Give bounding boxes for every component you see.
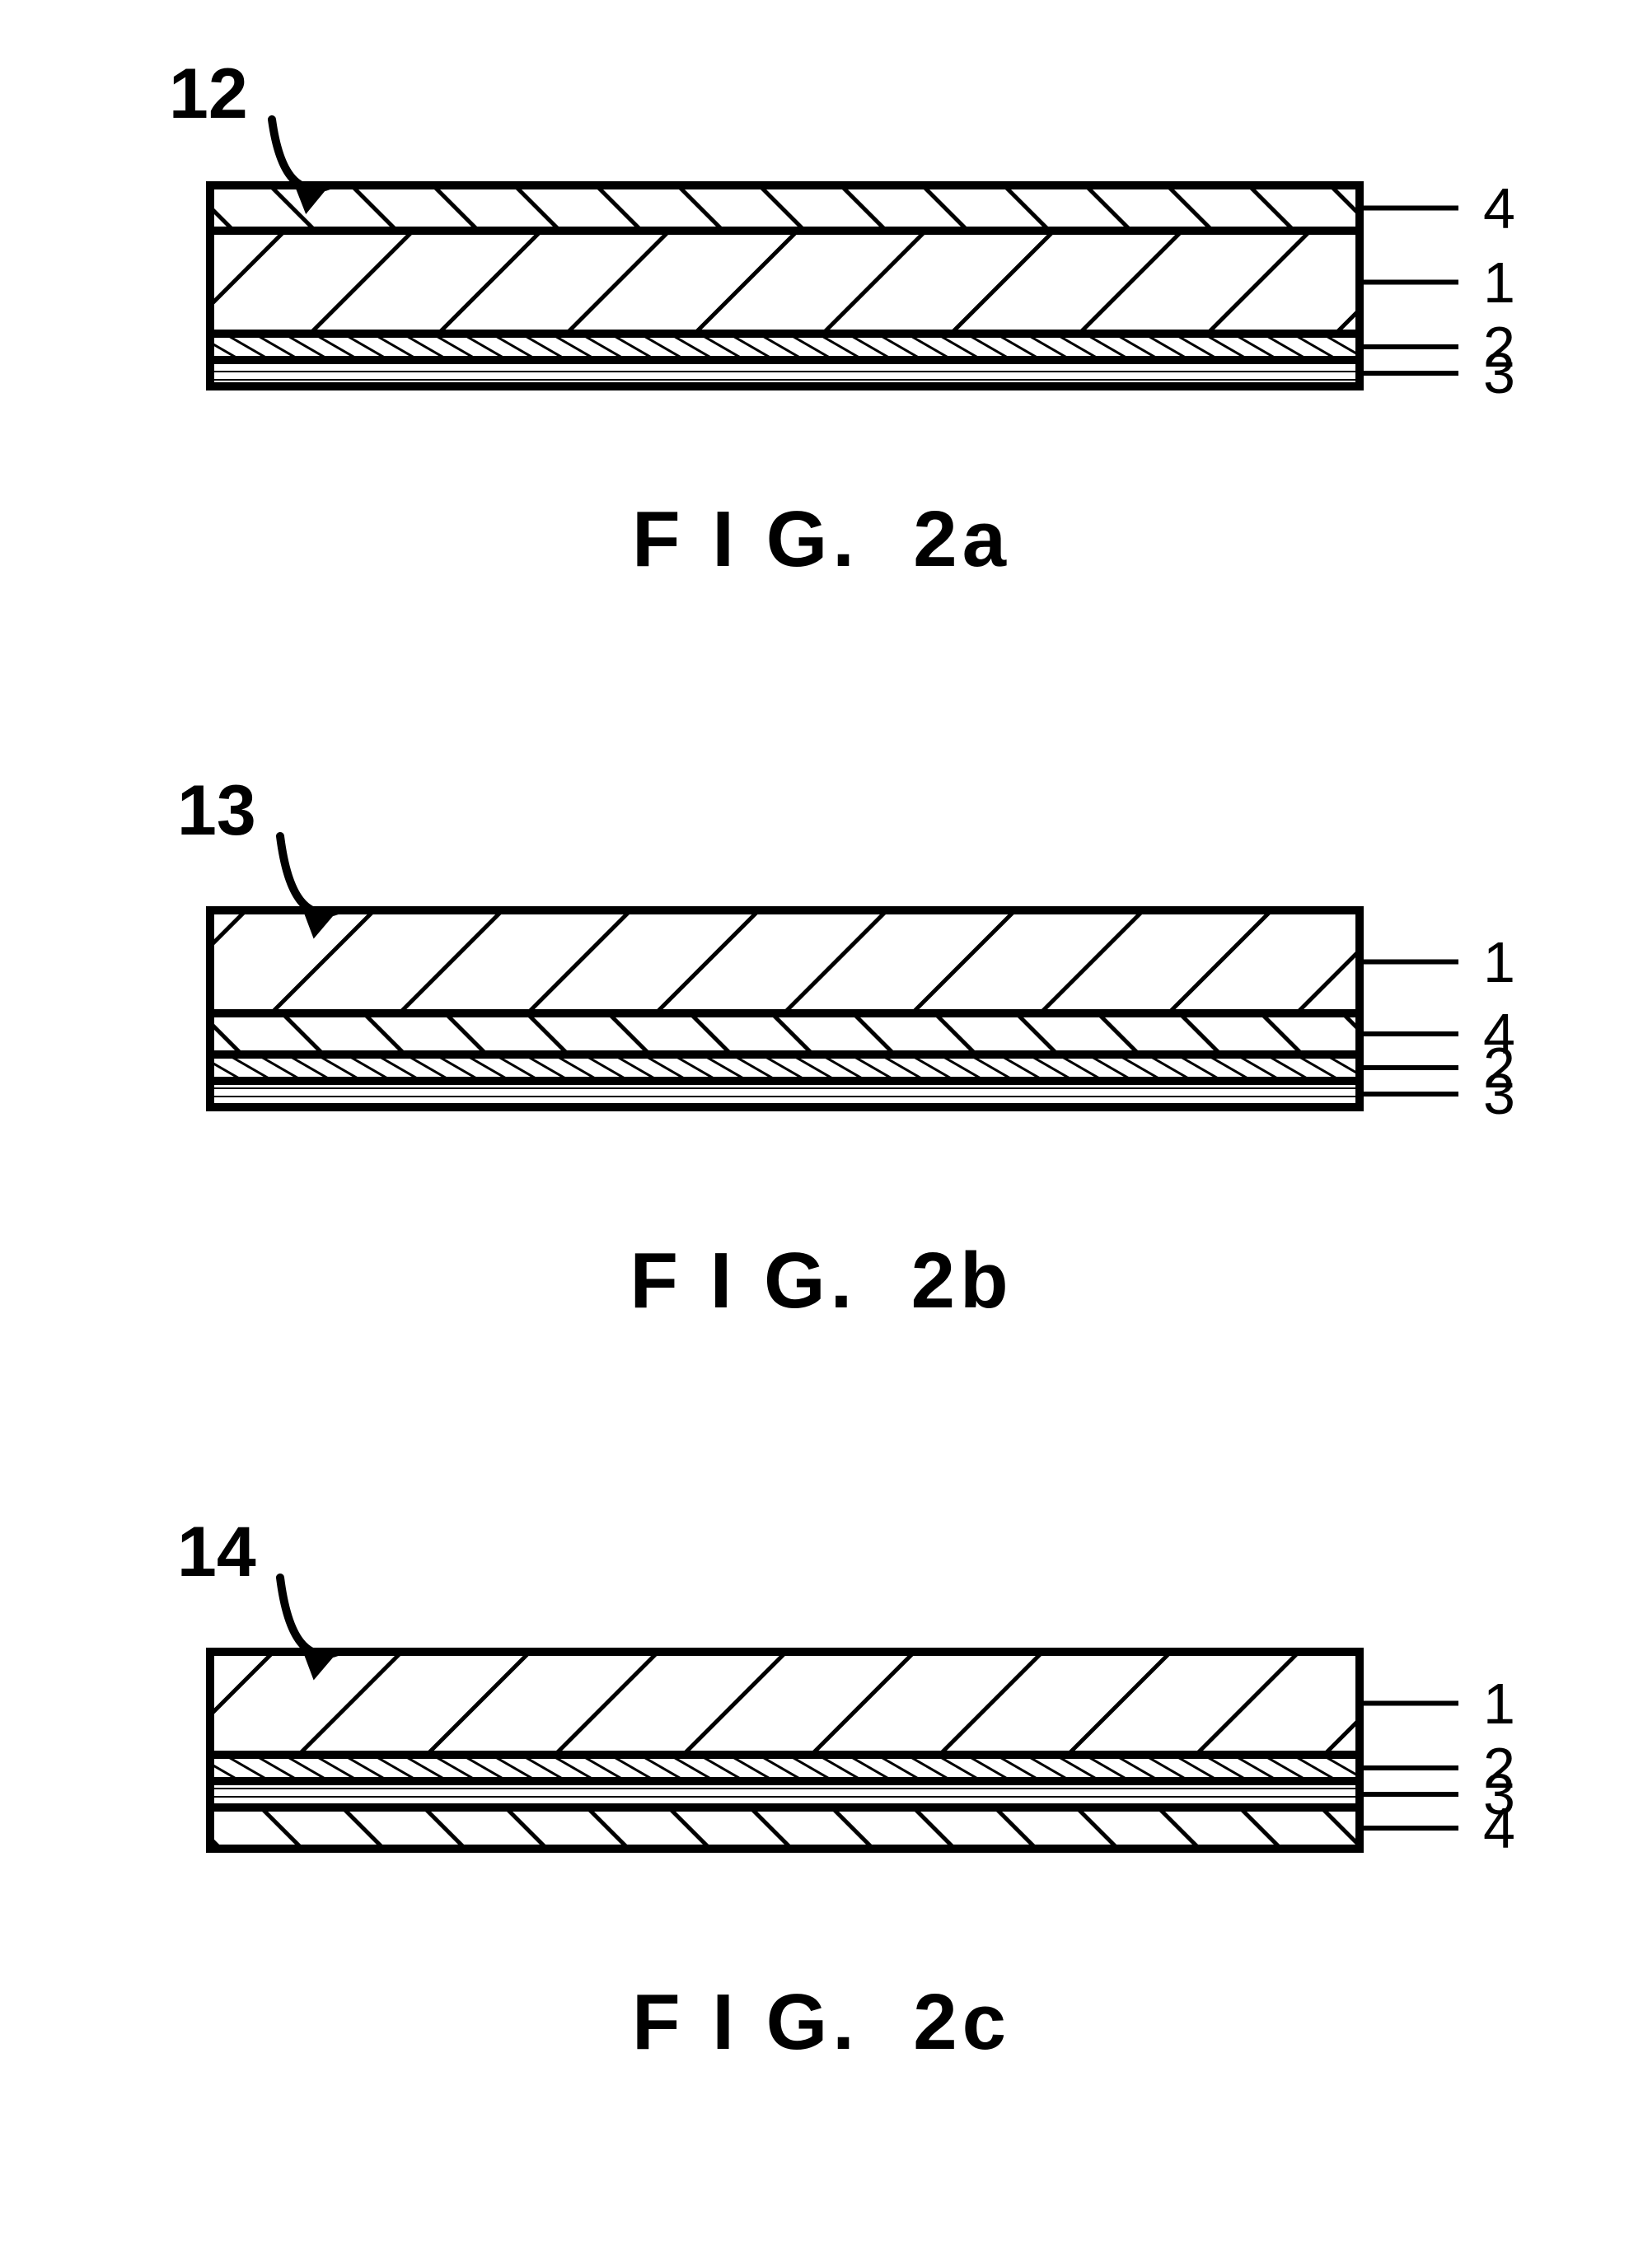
fig2c-ref-number: 14 xyxy=(177,1512,256,1593)
fig2a-caption: F I G. 2a xyxy=(0,494,1643,585)
fig2b-ref-number: 13 xyxy=(177,770,256,852)
fig2c-layer-label-1: 1 xyxy=(1483,1671,1515,1737)
fig2b-layer-1 xyxy=(210,910,1360,1013)
fig2a-layer-1 xyxy=(210,231,1360,334)
fig2a-layer-4 xyxy=(210,185,1360,231)
fig2c-layer-label-4: 4 xyxy=(1483,1795,1515,1861)
fig2b-layer-label-3: 3 xyxy=(1483,1061,1515,1127)
fig2a-ref-number: 12 xyxy=(169,54,248,135)
fig2c-layer-1 xyxy=(210,1652,1360,1755)
fig2a-layer-label-4: 4 xyxy=(1483,175,1515,241)
fig2b-layer-label-1: 1 xyxy=(1483,929,1515,995)
page-root: 412312F I G. 2a142313F I G. 2b123414F I … xyxy=(0,0,1643,2268)
fig2c xyxy=(210,1652,1458,1849)
drawing-canvas xyxy=(0,0,1643,2268)
fig2b-layer-3 xyxy=(210,1081,1360,1107)
fig2c-layer-4 xyxy=(210,1807,1360,1849)
fig2c-caption: F I G. 2c xyxy=(0,1977,1643,2068)
fig2a-layer-label-1: 1 xyxy=(1483,250,1515,316)
fig2b-caption: F I G. 2b xyxy=(0,1236,1643,1326)
fig2a-layer-label-3: 3 xyxy=(1483,340,1515,406)
fig2b-layer-4 xyxy=(210,1013,1360,1055)
fig2b xyxy=(210,910,1458,1107)
fig2a xyxy=(210,185,1458,386)
fig2a-layer-3 xyxy=(210,360,1360,386)
